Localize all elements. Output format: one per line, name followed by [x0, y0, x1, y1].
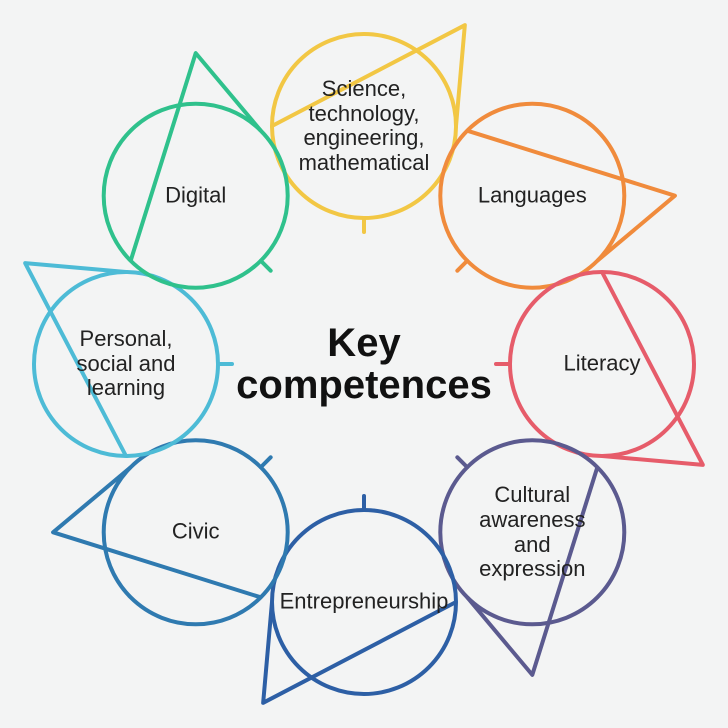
title-line-2: competences [236, 364, 492, 406]
center-title: Key competences [236, 322, 492, 406]
petal-tail [25, 263, 126, 456]
petal-tail [602, 272, 703, 465]
petal-tail [53, 467, 261, 597]
petal-tail [467, 467, 597, 675]
petal-tail [467, 131, 675, 261]
petal-circle [272, 510, 456, 694]
petal-tick [457, 457, 467, 467]
petal-circle [510, 272, 694, 456]
diagram-canvas: Key competences Science,technology,engin… [0, 0, 728, 728]
petal-tick [261, 457, 271, 467]
petal-tail [263, 602, 456, 703]
petal-tail [272, 25, 465, 126]
petal-circle [34, 272, 218, 456]
petal-circle [272, 34, 456, 218]
petal-tick [261, 261, 271, 271]
title-line-1: Key [236, 322, 492, 364]
petal-tail [131, 53, 261, 261]
petal-tick [457, 261, 467, 271]
